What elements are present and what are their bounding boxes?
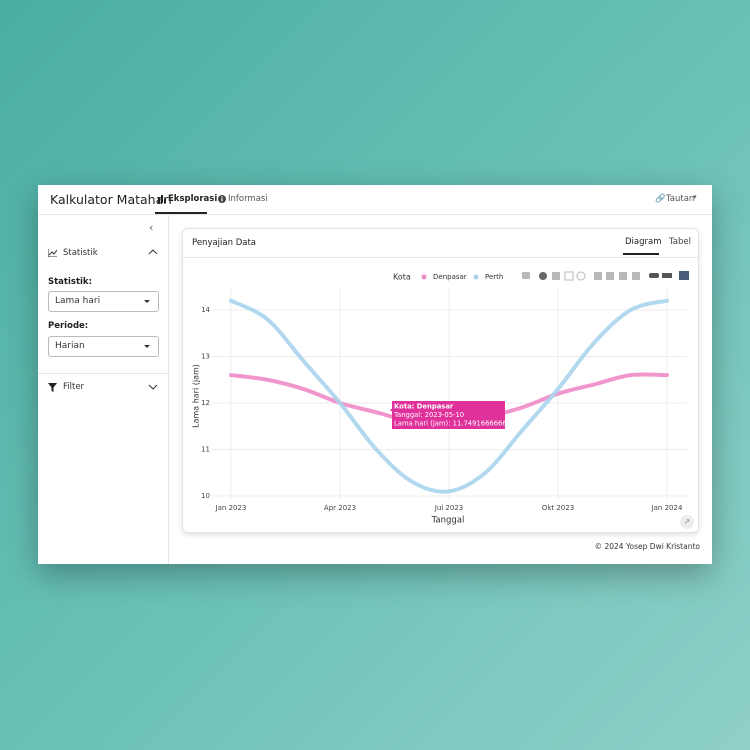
accordion-title[interactable]: Statistik bbox=[63, 248, 98, 258]
y-tick-label: 12 bbox=[201, 399, 210, 407]
navbar-divider bbox=[38, 214, 712, 215]
x-tick-label: Okt 2023 bbox=[542, 504, 574, 512]
x-tick-label: Jan 2024 bbox=[651, 504, 683, 512]
chart-icon bbox=[158, 195, 166, 203]
tooltip-box bbox=[392, 401, 505, 429]
modebar-button[interactable] bbox=[552, 272, 560, 280]
x-tick-label: Jul 2023 bbox=[434, 504, 464, 512]
chevron-up bbox=[148, 249, 158, 255]
card-tab[interactable]: Diagram bbox=[625, 237, 662, 247]
x-axis-title: Tanggal bbox=[431, 516, 465, 526]
select[interactable]: Harian bbox=[48, 336, 159, 357]
link-menu[interactable]: Tautan bbox=[666, 194, 695, 204]
tooltip-line: Kota: Denpasar bbox=[394, 403, 454, 411]
section-divider bbox=[38, 373, 168, 374]
nav-tab[interactable]: Informasi bbox=[228, 194, 268, 204]
caret: ▾ bbox=[693, 193, 697, 201]
tooltip-line: Tanggal: 2023-05-10 bbox=[393, 411, 464, 419]
accordion-title[interactable]: Filter bbox=[63, 382, 85, 392]
modebar-logo bbox=[679, 271, 689, 280]
modebar-button[interactable] bbox=[662, 273, 672, 278]
filter-icon bbox=[48, 383, 57, 392]
y-tick-label: 10 bbox=[201, 492, 210, 500]
chevron-down bbox=[148, 384, 158, 390]
expand-button[interactable]: ↗ bbox=[680, 515, 694, 529]
card-title: Penyajian Data bbox=[192, 238, 256, 248]
y-tick-label: 13 bbox=[201, 353, 210, 361]
modebar-button[interactable] bbox=[606, 272, 614, 280]
modebar-button[interactable] bbox=[564, 271, 574, 281]
x-tick-label: Jan 2023 bbox=[215, 504, 247, 512]
nav-tab[interactable]: Eksplorasi bbox=[168, 194, 218, 204]
field-label: Statistik: bbox=[48, 277, 92, 287]
legend-label: Perth bbox=[485, 273, 503, 281]
legend-label: Denpasar bbox=[433, 273, 467, 281]
y-tick-label: 11 bbox=[201, 446, 210, 454]
modebar-button[interactable] bbox=[649, 273, 659, 278]
x-tick-label: Apr 2023 bbox=[324, 504, 356, 512]
chart: 10 11 12 13 14 Jan 2023 Apr 2023 Jul 2023 Okt 20… bbox=[192, 271, 689, 526]
y-axis-title: Lama hari (jam) bbox=[192, 364, 201, 428]
modebar-button[interactable] bbox=[594, 272, 602, 280]
select-value: Lama hari bbox=[55, 296, 101, 306]
legend-marker bbox=[421, 274, 427, 280]
card-tab[interactable]: Tabel bbox=[669, 237, 691, 247]
modebar-button[interactable] bbox=[576, 271, 586, 281]
y-tick-label: 14 bbox=[201, 306, 210, 314]
active-tab-underline bbox=[155, 212, 207, 214]
modebar-button[interactable] bbox=[522, 272, 530, 279]
select-value: Harian bbox=[55, 341, 85, 351]
footer: © 2024 Yosep Dwi Kristanto bbox=[594, 542, 700, 551]
sidebar-divider bbox=[168, 215, 169, 564]
active-tab-underline bbox=[623, 253, 659, 255]
legend-marker bbox=[473, 274, 479, 280]
select[interactable]: Lama hari bbox=[48, 291, 159, 312]
brand[interactable]: Kalkulator Matahari bbox=[50, 192, 172, 207]
field-label: Periode: bbox=[48, 321, 89, 331]
line bbox=[229, 298, 669, 494]
stat-icon bbox=[48, 249, 57, 257]
card-header-divider bbox=[183, 257, 698, 258]
modebar bbox=[522, 271, 689, 281]
collapse-button[interactable]: ‹ bbox=[149, 221, 154, 234]
link-icon: 🔗 bbox=[655, 194, 666, 204]
tooltip-line: Lama hari (jam): 11.7491666666667 bbox=[394, 420, 520, 428]
legend-title: Kota bbox=[393, 273, 411, 282]
modebar-button[interactable] bbox=[632, 272, 640, 280]
modebar-button[interactable] bbox=[619, 272, 627, 280]
modebar-button[interactable] bbox=[539, 272, 547, 280]
info-icon bbox=[218, 195, 226, 203]
